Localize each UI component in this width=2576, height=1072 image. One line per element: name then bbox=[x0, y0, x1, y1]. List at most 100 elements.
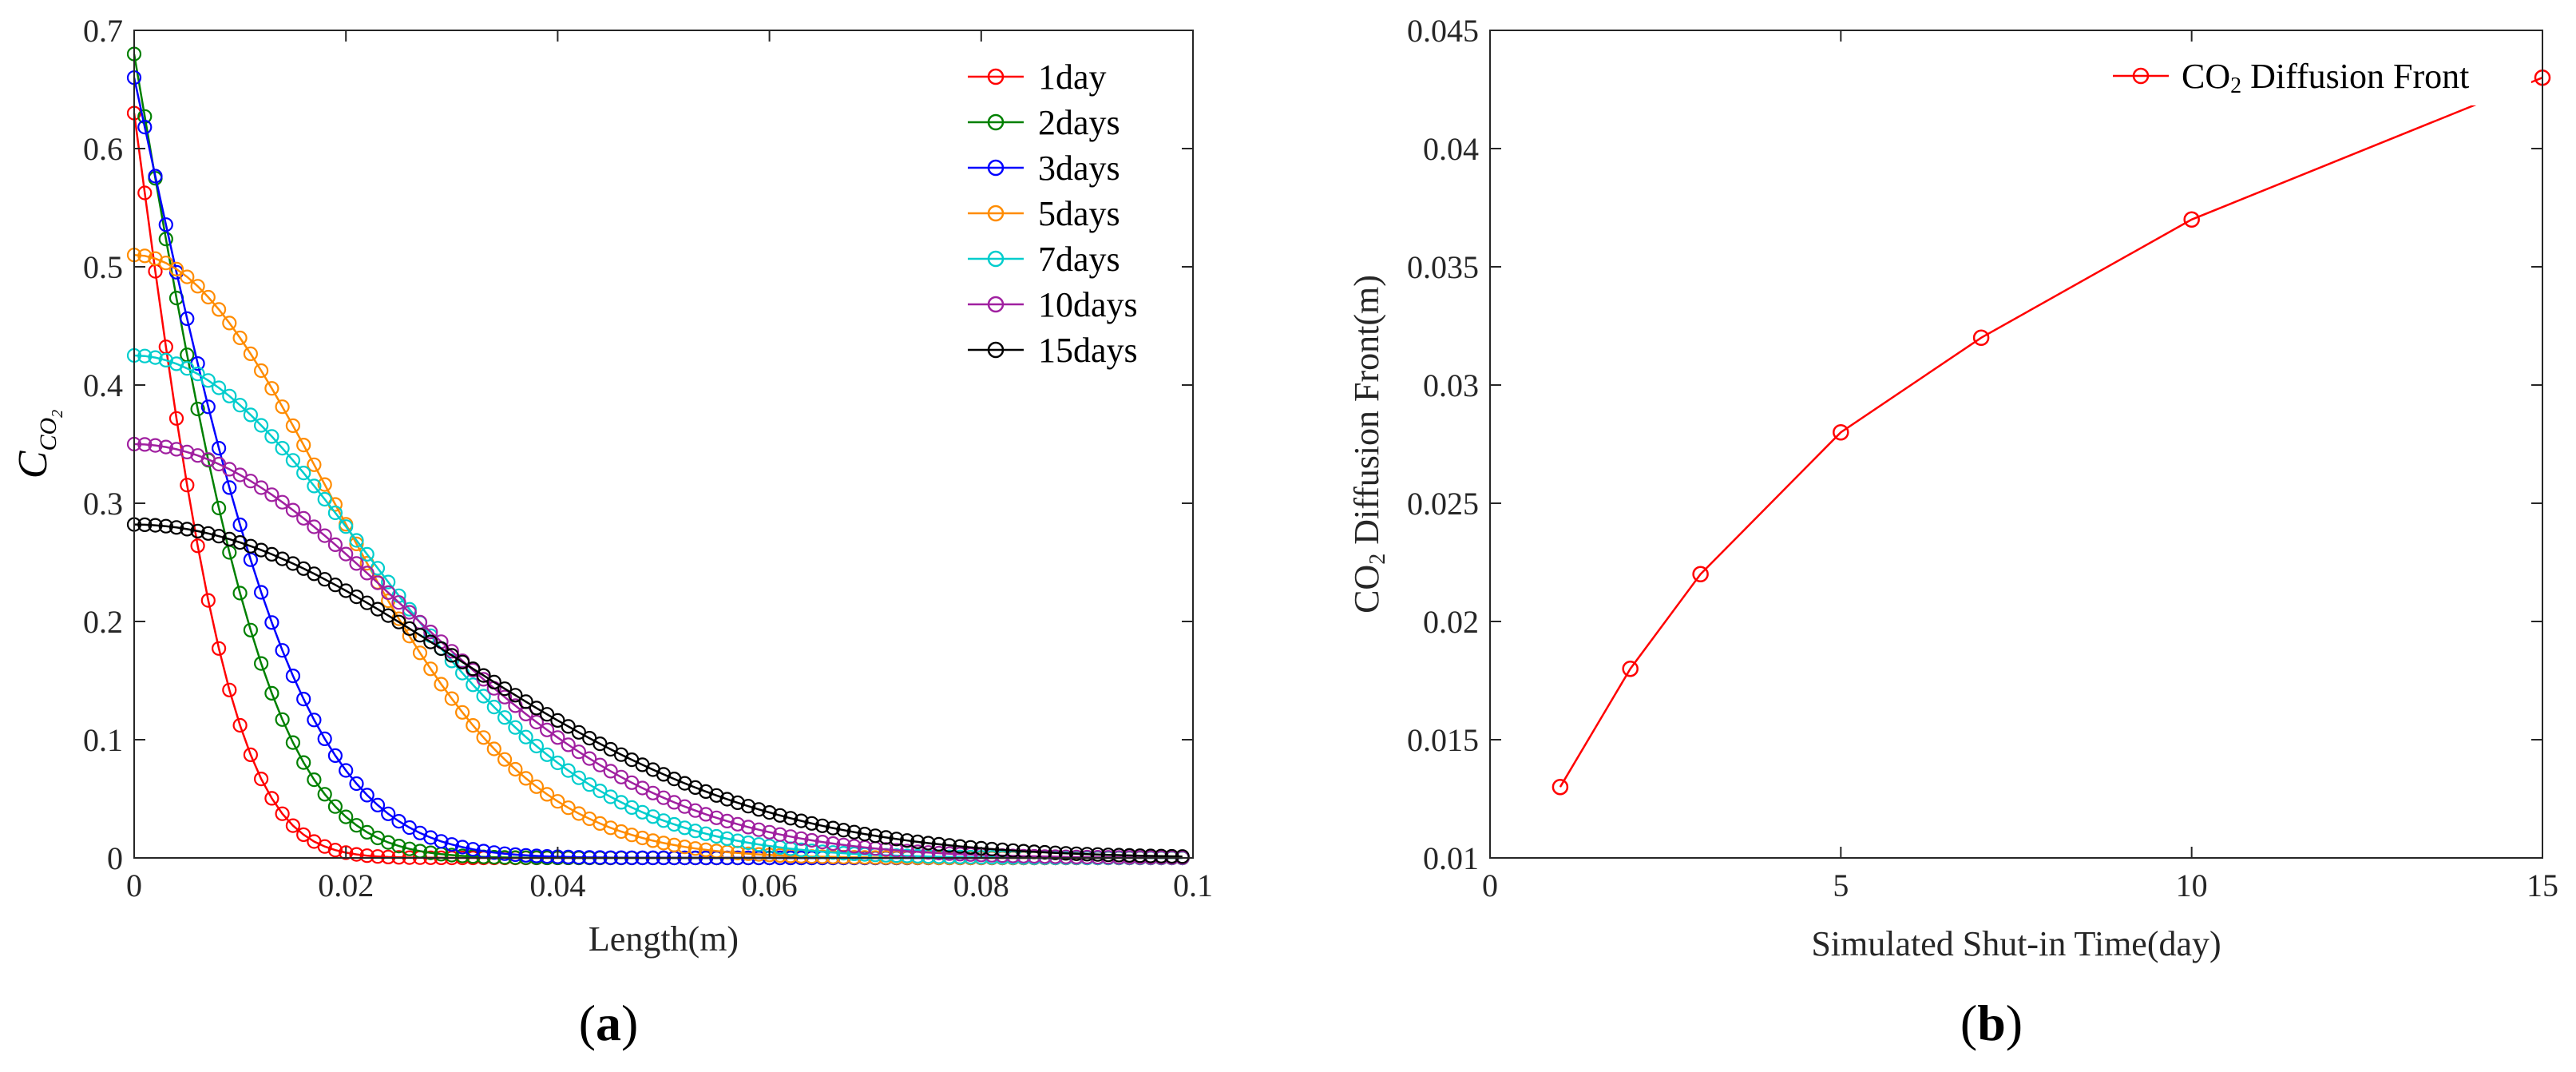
panel-a-y-tick-label: 0.3 bbox=[83, 486, 123, 522]
panel-a-data-point bbox=[698, 807, 714, 822]
panel-a-data-point bbox=[168, 411, 184, 426]
panel-a-data-point bbox=[137, 348, 153, 363]
panel-a-data-point bbox=[137, 517, 153, 533]
panel-a-data-point bbox=[561, 763, 576, 778]
panel-a-data-point bbox=[1143, 848, 1159, 864]
panel-a-legend-entry: 2days bbox=[968, 103, 1120, 142]
panel-a-data-point bbox=[762, 804, 777, 820]
panel-a-data-point bbox=[1058, 846, 1074, 861]
panel-a-data-point bbox=[740, 846, 756, 861]
panel-a-data-point bbox=[275, 643, 290, 658]
panel-a-data-point bbox=[317, 491, 332, 507]
panel-a-legend-entry: 10days bbox=[968, 285, 1138, 324]
panel-a-data-point bbox=[327, 537, 343, 553]
panel-a-data-point bbox=[592, 783, 608, 799]
panel-a-data-point bbox=[317, 731, 332, 747]
panel-a-data-point bbox=[296, 691, 311, 707]
panel-a-data-point bbox=[740, 820, 756, 835]
panel-a-data-point bbox=[571, 744, 587, 760]
panel-a-legend: 1day 2days 3days 5days 7days 10days 15days bbox=[954, 50, 1178, 388]
panel-a-data-point bbox=[264, 615, 279, 630]
panel-a-data-point bbox=[232, 586, 248, 601]
panel-a-data-point bbox=[232, 517, 248, 533]
panel-a-data-point bbox=[497, 752, 513, 767]
panel-b-y-tick-label: 0.03 bbox=[1423, 367, 1479, 403]
panel-a-data-point bbox=[137, 120, 153, 135]
panel-b-series-line bbox=[1559, 77, 2543, 788]
panel-b-ticks bbox=[1489, 30, 2543, 859]
panel-a-data-point bbox=[1132, 848, 1147, 864]
panel-a-legend-marker bbox=[987, 113, 1005, 131]
panel-b-y-tick-labels: 0.01 0.015 0.02 0.025 0.03 0.035 0.04 0.045 bbox=[1407, 13, 1479, 876]
panel-b-legend-label-prefix: CO bbox=[2182, 57, 2230, 96]
panel-a-data-point bbox=[550, 730, 565, 745]
panel-a-data-point bbox=[168, 520, 184, 535]
panel-a-data-point bbox=[307, 457, 322, 472]
panel-a-data-point bbox=[899, 833, 915, 848]
panel-b-plot-area bbox=[1490, 30, 2542, 858]
panel-a-data-point bbox=[349, 589, 364, 605]
panel-a-data-point bbox=[243, 346, 258, 361]
panel-a-data-point bbox=[941, 838, 957, 853]
panel-a-data-point bbox=[200, 399, 216, 415]
panel-b-series-group bbox=[1552, 69, 2551, 796]
panel-a-data-point bbox=[550, 755, 565, 771]
panel-a-data-point bbox=[582, 777, 597, 792]
panel-a-data-point bbox=[370, 575, 386, 590]
panel-a-x-tick-label: 0.02 bbox=[318, 868, 374, 903]
panel-a-data-point bbox=[889, 843, 904, 858]
panel-a-data-point bbox=[307, 478, 322, 494]
panel-a-data-point bbox=[180, 444, 195, 460]
panel-a-data-point bbox=[550, 794, 565, 809]
panel-a-y-tick-labels: 0 0.1 0.2 0.3 0.4 0.5 0.6 0.7 bbox=[83, 13, 123, 876]
panel-a-y-tick-label: 0.5 bbox=[83, 249, 123, 285]
panel-a-data-point bbox=[307, 772, 322, 788]
panel-b-axes-box bbox=[1489, 30, 2543, 859]
panel-a-data-point bbox=[814, 818, 830, 833]
panel-a-data-point bbox=[751, 802, 767, 817]
panel-a-data-point bbox=[381, 585, 396, 601]
panel-b-chart: 0.01 0.015 0.02 0.025 0.03 0.035 0.04 0.045 0 5 1… bbox=[1347, 13, 2558, 1051]
panel-a-data-point bbox=[412, 645, 428, 661]
panel-a-data-point bbox=[953, 847, 968, 862]
panel-a-data-point bbox=[264, 487, 279, 502]
panel-a-data-point bbox=[1164, 848, 1179, 864]
panel-a-data-point bbox=[222, 682, 237, 697]
panel-a-data-point bbox=[698, 842, 714, 858]
panel-a-legend-label: 3days bbox=[1038, 149, 1120, 188]
panel-a-data-point bbox=[1068, 846, 1084, 861]
panel-b-y-axis-title-sub: 2 bbox=[1365, 554, 1390, 565]
panel-a-data-point bbox=[931, 845, 946, 861]
panel-a-data-point bbox=[254, 418, 269, 433]
panel-a-data-point bbox=[222, 531, 237, 547]
panel-a-data-point bbox=[984, 841, 1000, 857]
panel-a-data-point bbox=[444, 648, 459, 663]
panel-a-data-point bbox=[677, 820, 692, 836]
panel-a-data-point bbox=[370, 602, 386, 617]
panel-a-data-point bbox=[518, 729, 533, 744]
panel-a-data-point bbox=[476, 689, 491, 704]
panel-a-data-point bbox=[391, 813, 406, 829]
panel-a-data-point bbox=[592, 757, 608, 772]
panel-a-data-point bbox=[486, 845, 501, 860]
panel-a-data-point bbox=[497, 689, 513, 705]
panel-a-data-point bbox=[391, 595, 406, 610]
panel-a-legend-entry: 1day bbox=[968, 58, 1107, 97]
panel-a-series-15days bbox=[126, 517, 1190, 864]
panel-a-data-point bbox=[539, 787, 555, 802]
panel-b-y-tick-label: 0.01 bbox=[1423, 840, 1479, 876]
panel-a-data-point bbox=[264, 381, 279, 396]
panel-a-x-tick-label: 0.1 bbox=[1173, 868, 1213, 903]
panel-a-data-point bbox=[539, 707, 555, 722]
panel-a-data-point bbox=[1080, 847, 1095, 862]
panel-a-data-point bbox=[454, 840, 470, 855]
panel-a-data-point bbox=[402, 621, 417, 637]
panel-a-data-point bbox=[296, 465, 311, 481]
panel-a-data-point bbox=[339, 845, 354, 860]
panel-a-data-point bbox=[486, 674, 501, 690]
panel-a-legend-entries: 1day 2days 3days 5days 7days 10days 15days bbox=[968, 58, 1138, 370]
panel-b-legend-label-sub: 2 bbox=[2230, 73, 2241, 98]
panel-a-data-point bbox=[168, 442, 184, 457]
panel-a-data-point bbox=[497, 846, 513, 861]
panel-a-data-point bbox=[359, 566, 375, 581]
